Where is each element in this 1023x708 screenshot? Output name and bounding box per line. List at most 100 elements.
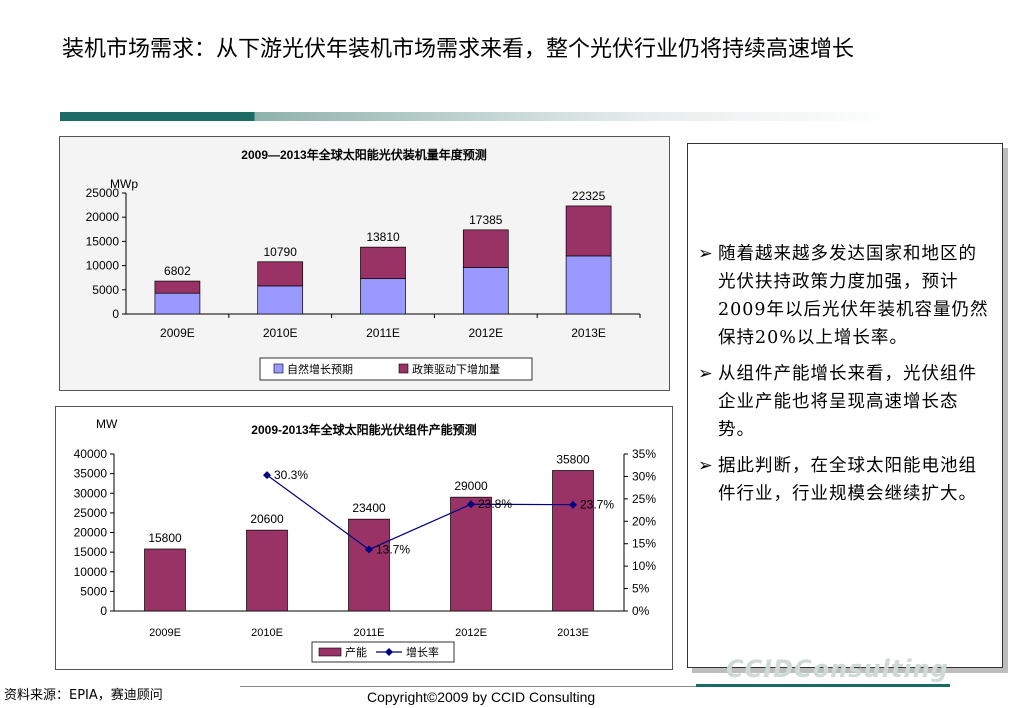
bar-total-label: 10790 <box>264 245 298 259</box>
growth-rate-label: 30.3% <box>274 468 308 482</box>
bar-value-label: 35800 <box>556 452 590 466</box>
legend-swatch <box>318 647 342 657</box>
y2-tick-label: 10% <box>632 559 656 573</box>
bullet-text: 从组件产能增长来看，光伏组件企业产能也将呈现高速增长态势。 <box>718 364 977 440</box>
bar-value-label: 29000 <box>454 479 488 493</box>
summary-text-box: ➢ 随着越来越多发达国家和地区的光伏扶持政策力度加强，预计2009年以后光伏年装机… <box>687 143 1003 668</box>
bar-segment <box>565 205 612 257</box>
bar-segment <box>360 278 406 315</box>
bar-total-label: 22325 <box>572 189 606 203</box>
y2-tick-label: 35% <box>632 447 656 461</box>
y-tick-label: 5000 <box>80 584 107 598</box>
y-axis-unit: MWp <box>110 177 138 191</box>
summary-bullet-list: ➢ 随着越来越多发达国家和地区的光伏扶持政策力度加强，预计2009年以后光伏年装机… <box>698 240 994 516</box>
capacity-bar <box>552 470 594 612</box>
bullet-arrow-icon: ➢ <box>698 456 714 476</box>
summary-bullet-1: ➢ 随着越来越多发达国家和地区的光伏扶持政策力度加强，预计2009年以后光伏年装机… <box>698 240 994 352</box>
y2-tick-label: 20% <box>632 514 656 528</box>
bar-segment <box>257 285 304 315</box>
bullet-arrow-icon: ➢ <box>698 244 714 264</box>
x-tick-label: 2009E <box>149 627 181 639</box>
x-tick-label: 2012E <box>468 326 503 340</box>
y-tick-label: 25000 <box>74 506 108 520</box>
y2-tick-label: 15% <box>632 537 656 551</box>
bar-segment <box>360 246 406 280</box>
y-tick-label: 15000 <box>86 234 120 248</box>
legend-label: 增长率 <box>406 645 439 659</box>
installation-chart-svg: 2009—2013年全球太阳能光伏装机量年度预测 MWp 0 5000 10000 150… <box>60 137 669 390</box>
x-tick-label: 2012E <box>455 627 487 639</box>
bar-total-label: 17385 <box>469 213 503 227</box>
y-tick-label: 25000 <box>86 186 120 200</box>
growth-rate-label: 23.7% <box>580 498 614 512</box>
footer-divider <box>240 686 696 687</box>
legend-swatch <box>398 363 409 374</box>
y2-tick-label: 25% <box>632 492 656 506</box>
footer-accent-line <box>696 684 950 687</box>
y-tick-label: 10000 <box>86 259 120 273</box>
growth-rate-point <box>467 500 475 509</box>
x-tick-label: 2010E <box>263 326 298 340</box>
bar-value-label: 20600 <box>250 512 284 526</box>
growth-rate-point <box>365 545 373 554</box>
bar-value-label: 23400 <box>352 501 386 515</box>
bar-segment <box>462 229 509 268</box>
watermark-logo: CCIDConsulting <box>726 655 949 683</box>
bullet-text: 随着越来越多发达国家和地区的光伏扶持政策力度加强，预计2009年以后光伏年装机容… <box>718 244 989 348</box>
growth-rate-point <box>569 500 577 509</box>
legend-swatch <box>273 363 284 374</box>
x-tick-label: 2013E <box>557 627 589 639</box>
bar-segment <box>154 292 201 315</box>
y-tick-label: 10000 <box>74 565 108 579</box>
bar-segment <box>565 255 612 315</box>
y-tick-label: 0 <box>112 307 119 321</box>
y2-tick-label: 0% <box>632 604 650 618</box>
title-divider-bar <box>60 112 905 121</box>
growth-rate-label: 23.8% <box>478 497 512 511</box>
chart-title: 2009—2013年全球太阳能光伏装机量年度预测 <box>241 147 486 162</box>
capacity-bar <box>144 548 186 612</box>
y-tick-label: 30000 <box>74 486 108 500</box>
legend-label: 自然增长预期 <box>287 362 353 376</box>
y-tick-label: 20000 <box>86 210 120 224</box>
legend-marker <box>385 648 393 656</box>
bar-total-label: 13810 <box>366 230 400 244</box>
capacity-bar <box>348 518 390 612</box>
growth-rate-point <box>263 471 271 480</box>
bar-segment <box>462 267 509 315</box>
capacity-bar <box>450 496 492 612</box>
x-tick-label: 2013E <box>571 326 606 340</box>
page-title: 装机市场需求：从下游光伏年装机市场需求来看，整个光伏行业仍将持续高速增长 <box>62 37 855 62</box>
legend-label: 产能 <box>345 645 367 659</box>
growth-rate-line <box>266 474 574 551</box>
installation-forecast-chart: 2009—2013年全球太阳能光伏装机量年度预测 MWp 0 5000 10000 150… <box>59 136 670 391</box>
legend-label: 政策驱动下增加量 <box>412 362 500 376</box>
summary-bullet-2: ➢ 从组件产能增长来看，光伏组件企业产能也将呈现高速增长态势。 <box>698 360 994 444</box>
capacity-bar <box>246 529 288 612</box>
capacity-chart-svg: MW 2009-2013年全球太阳能光伏组件产能预测 0 5000 10000 15000… <box>74 417 656 663</box>
y-tick-label: 40000 <box>74 447 108 461</box>
bullet-arrow-icon: ➢ <box>698 364 714 384</box>
y-tick-label: 5000 <box>92 283 119 297</box>
x-tick-label: 2011E <box>354 627 385 639</box>
y-tick-label: 0 <box>100 604 107 618</box>
y-tick-label: 15000 <box>74 545 108 559</box>
source-note: 资料来源：EPIA，赛迪顾问 <box>4 688 163 703</box>
chart-title: 2009-2013年全球太阳能光伏组件产能预测 <box>251 422 476 437</box>
x-tick-label: 2010E <box>251 627 283 639</box>
y-tick-label: 20000 <box>74 526 108 540</box>
capacity-forecast-chart: MW 2009-2013年全球太阳能光伏组件产能预测 0 5000 10000 15000… <box>55 406 673 670</box>
bar-value-label: 15800 <box>148 531 182 545</box>
y2-tick-label: 5% <box>632 582 650 596</box>
legend-box <box>259 357 533 381</box>
y2-tick-label: 30% <box>632 469 656 483</box>
bar-segment <box>257 261 304 287</box>
summary-bullet-3: ➢ 据此判断，在全球太阳能电池组件行业，行业规模会继续扩大。 <box>698 452 994 508</box>
y-tick-label: 35000 <box>74 467 108 481</box>
x-tick-label: 2009E <box>160 326 195 340</box>
x-tick-label: 2011E <box>366 326 400 340</box>
copyright-note: Copyright©2009 by CCID Consulting <box>367 689 596 705</box>
y-axis-unit: MW <box>96 417 118 431</box>
bar-segment <box>154 280 201 294</box>
growth-rate-label: 13.7% <box>376 543 410 557</box>
